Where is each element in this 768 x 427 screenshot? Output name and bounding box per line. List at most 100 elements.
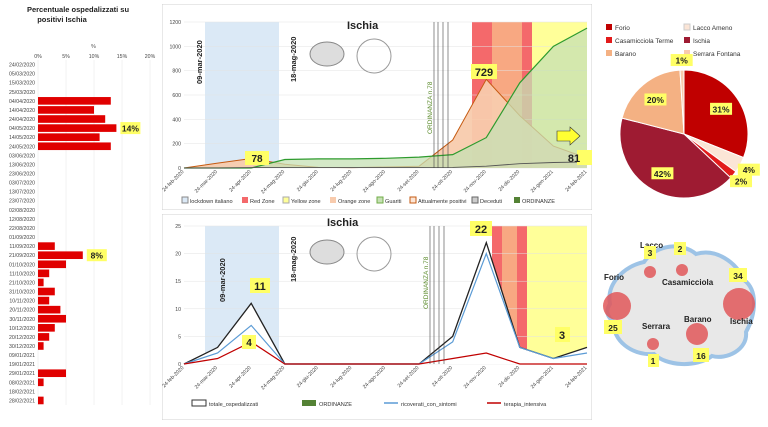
legend-ordinanze-swatch — [514, 197, 520, 203]
legend-lockdown-swatch — [181, 196, 189, 204]
left-date-label: 10/12/2020 — [9, 326, 35, 332]
series-line-2 — [184, 161, 588, 169]
legend-orange: Orange zone — [338, 199, 370, 205]
left-bars — [38, 97, 117, 405]
left-date-label: 11/10/2020 — [9, 271, 35, 277]
series-area-0 — [184, 242, 587, 364]
pie-label-box — [644, 93, 667, 106]
left-date-label: 13/07/2020 — [9, 190, 35, 196]
left-date-label: 23/07/2020 — [9, 199, 35, 205]
pie-label-box — [670, 54, 693, 67]
map-label-barano: Barano — [684, 315, 712, 324]
left-date-label: 14/05/2020 — [9, 135, 35, 141]
legend-red: Red Zone — [250, 199, 275, 205]
pie-label: 42% — [654, 169, 671, 179]
pie-label-box — [710, 102, 733, 115]
map-value-lacco: 3 — [648, 248, 653, 258]
bottom-badge-22-text: 22 — [475, 224, 487, 236]
left-date-label: 31/10/2020 — [9, 290, 35, 296]
bottom-line-chart: Ischia 09-mar-2020 18-mag-2020 ORDINANZA… — [161, 213, 593, 421]
top-ordinanza: ORDINANZA n.78 — [427, 81, 434, 134]
left-bar — [38, 269, 50, 278]
map-badge-casamicciola-small — [674, 242, 686, 255]
left-bar — [38, 115, 106, 123]
left-bar — [38, 324, 55, 332]
legend-guariti-swatch — [376, 196, 384, 204]
left-date-label: 01/09/2020 — [9, 235, 35, 241]
left-date-label: 21/10/2020 — [9, 280, 35, 286]
left-date-label: 19/01/2021 — [9, 362, 35, 368]
top-island-silhouette — [309, 41, 345, 67]
bottom-lockdown-start: 09-mar-2020 — [218, 258, 227, 302]
left-date-label: 04/05/2020 — [9, 126, 35, 132]
left-bar — [38, 333, 50, 341]
pie-legend-barano-swatch — [606, 50, 612, 56]
left-date-label: 24/02/2020 — [9, 63, 35, 69]
top-lockdown-start: 09-mar-2020 — [195, 40, 204, 84]
left-date-label: 13/06/2020 — [9, 162, 35, 168]
top-arrow-icon — [556, 126, 581, 146]
top-badge-81-text: 81 — [568, 153, 580, 165]
y-tick-label: 600 — [172, 93, 181, 99]
legend-ordinanze2-swatch — [302, 400, 316, 406]
left-date-label: 15/03/2020 — [9, 81, 35, 87]
top-badge-78 — [245, 151, 269, 165]
top-ordinanze-lines — [433, 22, 449, 168]
bottom-line-svg: Ischia 09-mar-2020 18-mag-2020 ORDINANZA… — [161, 213, 593, 421]
left-date-label: 30/11/2020 — [9, 317, 35, 323]
y-tick-label: 25 — [175, 224, 181, 230]
pie-legend-barano: Barano — [615, 51, 636, 58]
map-label-casamicciola: Casamicciola — [662, 278, 714, 287]
legend-terapia: terapia_intensiva — [504, 402, 547, 408]
left-date-label: 09/01/2021 — [9, 353, 35, 359]
y-tick-label: 5 — [178, 334, 181, 340]
top-legend: lockdown italiano Red Zone Yellow zone O… — [181, 196, 555, 205]
pie-legend-casamicciola-swatch — [606, 37, 612, 43]
left-date-label: 22/08/2020 — [9, 226, 35, 232]
left-date-label: 20/11/2020 — [9, 308, 35, 314]
left-date-label: 12/08/2020 — [9, 217, 35, 223]
left-callout-label: 14% — [122, 124, 139, 134]
pie-legend-lacco: Lacco Ameno — [693, 25, 733, 32]
pie-label: 1% — [676, 56, 689, 66]
map-label-forio: Forio — [604, 273, 624, 282]
left-date-label: 30/12/2020 — [9, 344, 35, 350]
y-tick-label: 400 — [172, 117, 181, 123]
left-x-tick: 20% — [145, 54, 156, 60]
left-x-tick: 10% — [89, 54, 100, 60]
y-tick-label: 1200 — [169, 20, 181, 26]
pie-legend-serrara: Serrara Fontana — [693, 51, 741, 58]
bottom-badge-11-text: 11 — [254, 281, 266, 293]
left-bar-svg: Percentuale ospedalizzati su positivi Is… — [9, 5, 156, 405]
left-bar — [38, 251, 83, 260]
map-value-ischia: 34 — [733, 271, 743, 281]
bottom-badge-3-text: 3 — [559, 330, 565, 342]
map-badge-lacco — [644, 246, 656, 259]
left-date-label: 03/07/2020 — [9, 181, 35, 187]
left-x-ticks: 0% 5% 10% 15% 20% — [34, 54, 155, 60]
legend-positivi: Attualmente positivi — [418, 199, 467, 205]
pie-legend-forio: Forio — [615, 25, 630, 32]
bottom-seal-emblem — [356, 236, 392, 272]
left-bar — [38, 314, 66, 323]
bottom-ordinanze-lines — [429, 226, 445, 364]
left-bar — [38, 142, 111, 151]
left-date-label: 11/09/2020 — [9, 244, 35, 250]
left-date-label: 25/03/2020 — [9, 90, 35, 96]
pie-legend-ischia: Ischia — [693, 38, 710, 45]
pie-label-box — [730, 175, 753, 188]
top-badge-78-text: 78 — [251, 154, 263, 165]
y-tick-label: 0 — [178, 166, 181, 172]
bottom-ordinanza: ORDINANZA n.78 — [423, 256, 430, 309]
pie-legend: Forio Lacco Ameno Casamicciola Terme Isc… — [606, 23, 741, 58]
legend-deceduti-swatch — [471, 196, 479, 204]
left-x-tick: 5% — [62, 54, 70, 60]
legend-ordinanze2: ORDINANZE — [319, 402, 352, 408]
map-value-serrara: 1 — [651, 356, 656, 366]
map-value-casamicciola-small: 2 — [678, 244, 683, 254]
left-date-label: 02/08/2020 — [9, 208, 35, 214]
top-badge-729 — [471, 64, 497, 79]
pie-legend-lacco-swatch — [683, 23, 691, 31]
top-badge-81 — [577, 150, 593, 165]
pie-slice — [619, 117, 732, 199]
